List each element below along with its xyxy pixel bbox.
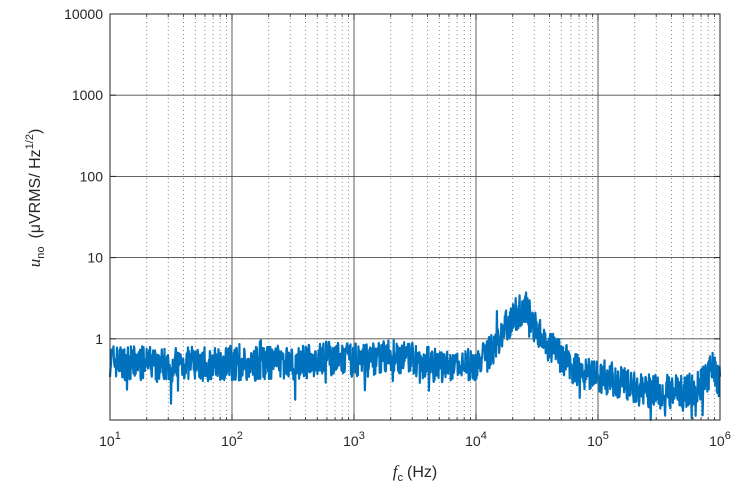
plot-frame (109, 13, 721, 421)
series-layer (108, 291, 722, 422)
series-line-0 (108, 291, 722, 422)
y-tick-label: 1000 (72, 87, 103, 103)
x-tick-label: 104 (465, 430, 487, 449)
y-axis-label-var: u (25, 259, 44, 268)
x-tick-label: 101 (99, 430, 121, 449)
y-tick-label: 1 (95, 331, 103, 347)
x-tick-label: 102 (221, 430, 243, 449)
x-tick-label: 105 (587, 430, 609, 449)
x-axis-label-var: f (393, 462, 400, 481)
x-axis-label: fc (Hz) (393, 462, 437, 484)
x-axis-label-sub: c (398, 472, 404, 484)
y-tick-label: 10 (87, 250, 103, 266)
axes-box (109, 13, 721, 421)
y-tick-label: 100 (80, 168, 104, 184)
x-tick-label: 103 (343, 430, 365, 449)
x-tick-label: 106 (709, 430, 731, 449)
y-axis-label-unit: (μVRMS/ Hz (27, 149, 44, 238)
y-axis-label-sup: 1/2 (24, 134, 36, 149)
y-axis-label-close: ) (27, 129, 44, 134)
y-tick-labels: 1 10 100 1000 10000 (64, 6, 103, 347)
y-axis-label-sub: no (35, 247, 47, 259)
x-tick-labels: 101 102 103 104 105 106 (99, 430, 731, 449)
x-axis-label-unit: (Hz) (407, 464, 437, 481)
y-axis-label: uno (μVRMS/ Hz1/2) (24, 129, 47, 268)
y-tick-label: 10000 (64, 6, 103, 22)
